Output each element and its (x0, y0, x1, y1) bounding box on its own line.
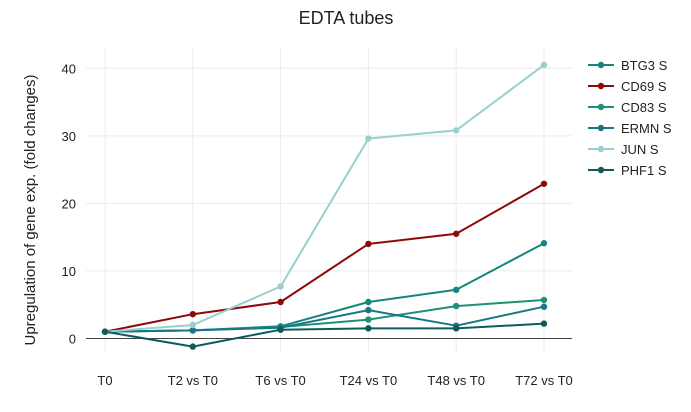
grid-lines (86, 48, 572, 352)
data-point (453, 127, 460, 134)
data-point (540, 303, 548, 310)
y-tick-labels: 0 10 20 30 40 (62, 61, 76, 346)
y-tick-label: 10 (62, 264, 76, 279)
data-point (365, 316, 372, 323)
legend-label: JUN S (621, 142, 659, 157)
legend-item[interactable]: BTG3 S (588, 58, 668, 73)
series-line (104, 322, 545, 348)
data-point (453, 325, 460, 332)
legend-marker (597, 145, 605, 153)
legend-item[interactable]: PHF1 S (588, 163, 667, 178)
x-tick-labels: T0 T2 vs T0 T6 vs T0 T24 vs T0 T48 vs T0 T72 … (97, 373, 572, 388)
legend-marker (597, 61, 605, 69)
y-tick-label: 20 (62, 196, 76, 211)
legend-label: BTG3 S (621, 58, 668, 73)
data-point (365, 306, 372, 314)
data-point (365, 240, 372, 248)
legend-label: ERMN S (621, 121, 672, 136)
x-tick-label: T6 vs T0 (255, 373, 305, 388)
x-tick-label: T24 vs T0 (340, 373, 398, 388)
x-tick-label: T72 vs T0 (515, 373, 573, 388)
data-point (540, 296, 548, 304)
legend-item[interactable]: JUN S (588, 142, 659, 157)
legend-label: CD69 S (621, 79, 667, 94)
data-point (540, 240, 548, 247)
data-point (540, 61, 548, 69)
x-tick-label: T2 vs T0 (168, 373, 218, 388)
x-tick-label: T0 (97, 373, 112, 388)
data-point (540, 320, 548, 327)
chart-title: EDTA tubes (299, 8, 394, 28)
data-point (189, 321, 196, 329)
legend-item[interactable]: CD83 S (588, 100, 667, 115)
data-point (101, 328, 109, 335)
series-line (104, 182, 545, 333)
y-tick-label: 40 (62, 61, 76, 76)
data-point (277, 298, 284, 306)
x-tick-label: T48 vs T0 (427, 373, 485, 388)
series-line (104, 305, 545, 333)
data-point (540, 180, 548, 187)
data-point (277, 283, 284, 290)
y-axis-title: Upregulation of gene exp. (fold changes) (22, 74, 39, 345)
y-tick-label: 30 (62, 129, 76, 144)
series-lines (101, 61, 548, 350)
data-point (189, 310, 196, 318)
legend: BTG3 S CD69 S CD83 S ERMN S JUN S PHF1 S (588, 58, 672, 178)
legend-item[interactable]: CD69 S (588, 79, 667, 94)
data-point (189, 327, 196, 334)
series-line (104, 64, 545, 333)
data-point (365, 135, 372, 142)
legend-label: CD83 S (621, 100, 667, 115)
legend-marker (597, 82, 605, 90)
data-point (453, 230, 460, 237)
data-point (453, 302, 460, 310)
data-point (189, 343, 196, 350)
legend-marker (597, 166, 605, 174)
data-point (453, 286, 460, 294)
legend-label: PHF1 S (621, 163, 667, 178)
y-tick-label: 0 (69, 331, 76, 346)
legend-marker (597, 103, 605, 111)
legend-item[interactable]: ERMN S (588, 121, 672, 136)
legend-marker (597, 124, 605, 132)
data-point (277, 326, 284, 333)
data-point (365, 298, 372, 306)
data-point (365, 325, 372, 332)
